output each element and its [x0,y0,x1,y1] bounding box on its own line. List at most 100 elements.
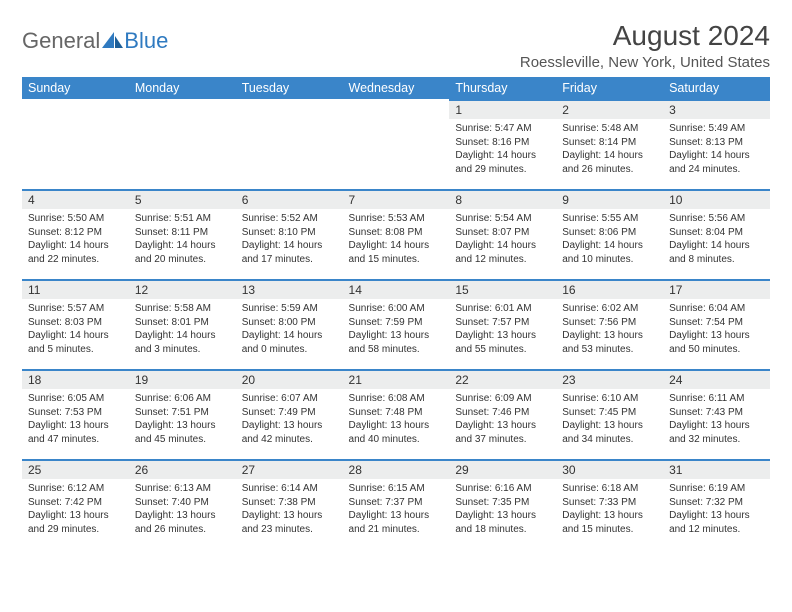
day-number: 10 [663,189,770,209]
day-number: 9 [556,189,663,209]
calendar-day-cell: 18Sunrise: 6:05 AMSunset: 7:53 PMDayligh… [22,369,129,459]
calendar-day-cell: 6Sunrise: 5:52 AMSunset: 8:10 PMDaylight… [236,189,343,279]
weekday-header: Tuesday [236,77,343,99]
day-number: 14 [343,279,450,299]
calendar-day-cell: 25Sunrise: 6:12 AMSunset: 7:42 PMDayligh… [22,459,129,549]
day-details: Sunrise: 5:56 AMSunset: 8:04 PMDaylight:… [663,209,770,268]
day-details: Sunrise: 6:18 AMSunset: 7:33 PMDaylight:… [556,479,663,538]
day-number: 19 [129,369,236,389]
day-number: 7 [343,189,450,209]
calendar-day-cell: 12Sunrise: 5:58 AMSunset: 8:01 PMDayligh… [129,279,236,369]
day-number: 20 [236,369,343,389]
day-number: 3 [663,99,770,119]
day-number: 4 [22,189,129,209]
weekday-header: Monday [129,77,236,99]
weekday-header: Friday [556,77,663,99]
day-number: 13 [236,279,343,299]
day-number: 18 [22,369,129,389]
calendar-day-cell: 7Sunrise: 5:53 AMSunset: 8:08 PMDaylight… [343,189,450,279]
calendar-day-cell: 21Sunrise: 6:08 AMSunset: 7:48 PMDayligh… [343,369,450,459]
day-details: Sunrise: 5:50 AMSunset: 8:12 PMDaylight:… [22,209,129,268]
day-details: Sunrise: 6:08 AMSunset: 7:48 PMDaylight:… [343,389,450,448]
day-details: Sunrise: 6:05 AMSunset: 7:53 PMDaylight:… [22,389,129,448]
weekday-header: Sunday [22,77,129,99]
day-details: Sunrise: 6:14 AMSunset: 7:38 PMDaylight:… [236,479,343,538]
day-number: 1 [449,99,556,119]
day-details: Sunrise: 5:52 AMSunset: 8:10 PMDaylight:… [236,209,343,268]
calendar-day-cell: .. [22,99,129,189]
calendar-week-row: 25Sunrise: 6:12 AMSunset: 7:42 PMDayligh… [22,459,770,549]
logo-text-1: General [22,28,100,54]
day-number: 21 [343,369,450,389]
day-number: 27 [236,459,343,479]
page-subtitle: Roessleville, New York, United States [520,54,770,71]
day-details: Sunrise: 6:02 AMSunset: 7:56 PMDaylight:… [556,299,663,358]
calendar-day-cell: 15Sunrise: 6:01 AMSunset: 7:57 PMDayligh… [449,279,556,369]
day-number: 17 [663,279,770,299]
day-number: 26 [129,459,236,479]
day-details: Sunrise: 6:09 AMSunset: 7:46 PMDaylight:… [449,389,556,448]
page-title: August 2024 [520,20,770,52]
calendar-week-row: 11Sunrise: 5:57 AMSunset: 8:03 PMDayligh… [22,279,770,369]
calendar-day-cell: 31Sunrise: 6:19 AMSunset: 7:32 PMDayligh… [663,459,770,549]
day-details: Sunrise: 6:07 AMSunset: 7:49 PMDaylight:… [236,389,343,448]
day-number: 16 [556,279,663,299]
day-number: 2 [556,99,663,119]
calendar-day-cell: 24Sunrise: 6:11 AMSunset: 7:43 PMDayligh… [663,369,770,459]
day-details: Sunrise: 5:47 AMSunset: 8:16 PMDaylight:… [449,119,556,178]
calendar-day-cell: 19Sunrise: 6:06 AMSunset: 7:51 PMDayligh… [129,369,236,459]
calendar-table: SundayMondayTuesdayWednesdayThursdayFrid… [22,77,770,549]
day-details: Sunrise: 6:10 AMSunset: 7:45 PMDaylight:… [556,389,663,448]
calendar-day-cell: 20Sunrise: 6:07 AMSunset: 7:49 PMDayligh… [236,369,343,459]
calendar-day-cell: 30Sunrise: 6:18 AMSunset: 7:33 PMDayligh… [556,459,663,549]
logo: General Blue [22,28,168,54]
day-details: Sunrise: 5:55 AMSunset: 8:06 PMDaylight:… [556,209,663,268]
day-number: 8 [449,189,556,209]
calendar-day-cell: .. [236,99,343,189]
calendar-day-cell: 4Sunrise: 5:50 AMSunset: 8:12 PMDaylight… [22,189,129,279]
calendar-day-cell: 23Sunrise: 6:10 AMSunset: 7:45 PMDayligh… [556,369,663,459]
day-number: 31 [663,459,770,479]
day-details: Sunrise: 6:19 AMSunset: 7:32 PMDaylight:… [663,479,770,538]
calendar-day-cell: 2Sunrise: 5:48 AMSunset: 8:14 PMDaylight… [556,99,663,189]
calendar-day-cell: .. [343,99,450,189]
calendar-day-cell: 1Sunrise: 5:47 AMSunset: 8:16 PMDaylight… [449,99,556,189]
day-details: Sunrise: 6:16 AMSunset: 7:35 PMDaylight:… [449,479,556,538]
weekday-header: Thursday [449,77,556,99]
day-details: Sunrise: 6:04 AMSunset: 7:54 PMDaylight:… [663,299,770,358]
weekday-header: Wednesday [343,77,450,99]
calendar-week-row: ........1Sunrise: 5:47 AMSunset: 8:16 PM… [22,99,770,189]
day-details: Sunrise: 5:53 AMSunset: 8:08 PMDaylight:… [343,209,450,268]
calendar-day-cell: 28Sunrise: 6:15 AMSunset: 7:37 PMDayligh… [343,459,450,549]
logo-text-2: Blue [124,28,168,54]
day-number: 30 [556,459,663,479]
day-details: Sunrise: 5:49 AMSunset: 8:13 PMDaylight:… [663,119,770,178]
calendar-day-cell: .. [129,99,236,189]
calendar-day-cell: 27Sunrise: 6:14 AMSunset: 7:38 PMDayligh… [236,459,343,549]
calendar-week-row: 4Sunrise: 5:50 AMSunset: 8:12 PMDaylight… [22,189,770,279]
day-details: Sunrise: 6:13 AMSunset: 7:40 PMDaylight:… [129,479,236,538]
calendar-day-cell: 29Sunrise: 6:16 AMSunset: 7:35 PMDayligh… [449,459,556,549]
logo-sail-icon [102,32,124,50]
calendar-head: SundayMondayTuesdayWednesdayThursdayFrid… [22,77,770,99]
day-details: Sunrise: 6:15 AMSunset: 7:37 PMDaylight:… [343,479,450,538]
day-details: Sunrise: 5:57 AMSunset: 8:03 PMDaylight:… [22,299,129,358]
day-details: Sunrise: 5:58 AMSunset: 8:01 PMDaylight:… [129,299,236,358]
day-number: 29 [449,459,556,479]
calendar-day-cell: 9Sunrise: 5:55 AMSunset: 8:06 PMDaylight… [556,189,663,279]
day-details: Sunrise: 6:01 AMSunset: 7:57 PMDaylight:… [449,299,556,358]
calendar-day-cell: 8Sunrise: 5:54 AMSunset: 8:07 PMDaylight… [449,189,556,279]
day-number: 6 [236,189,343,209]
day-number: 24 [663,369,770,389]
calendar-page: General Blue August 2024 Roessleville, N… [0,0,792,559]
calendar-day-cell: 5Sunrise: 5:51 AMSunset: 8:11 PMDaylight… [129,189,236,279]
day-details: Sunrise: 5:54 AMSunset: 8:07 PMDaylight:… [449,209,556,268]
calendar-day-cell: 3Sunrise: 5:49 AMSunset: 8:13 PMDaylight… [663,99,770,189]
weekday-header: Saturday [663,77,770,99]
day-details: Sunrise: 5:51 AMSunset: 8:11 PMDaylight:… [129,209,236,268]
title-block: August 2024 Roessleville, New York, Unit… [520,20,770,71]
day-number: 11 [22,279,129,299]
day-details: Sunrise: 6:00 AMSunset: 7:59 PMDaylight:… [343,299,450,358]
calendar-day-cell: 10Sunrise: 5:56 AMSunset: 8:04 PMDayligh… [663,189,770,279]
day-details: Sunrise: 6:12 AMSunset: 7:42 PMDaylight:… [22,479,129,538]
